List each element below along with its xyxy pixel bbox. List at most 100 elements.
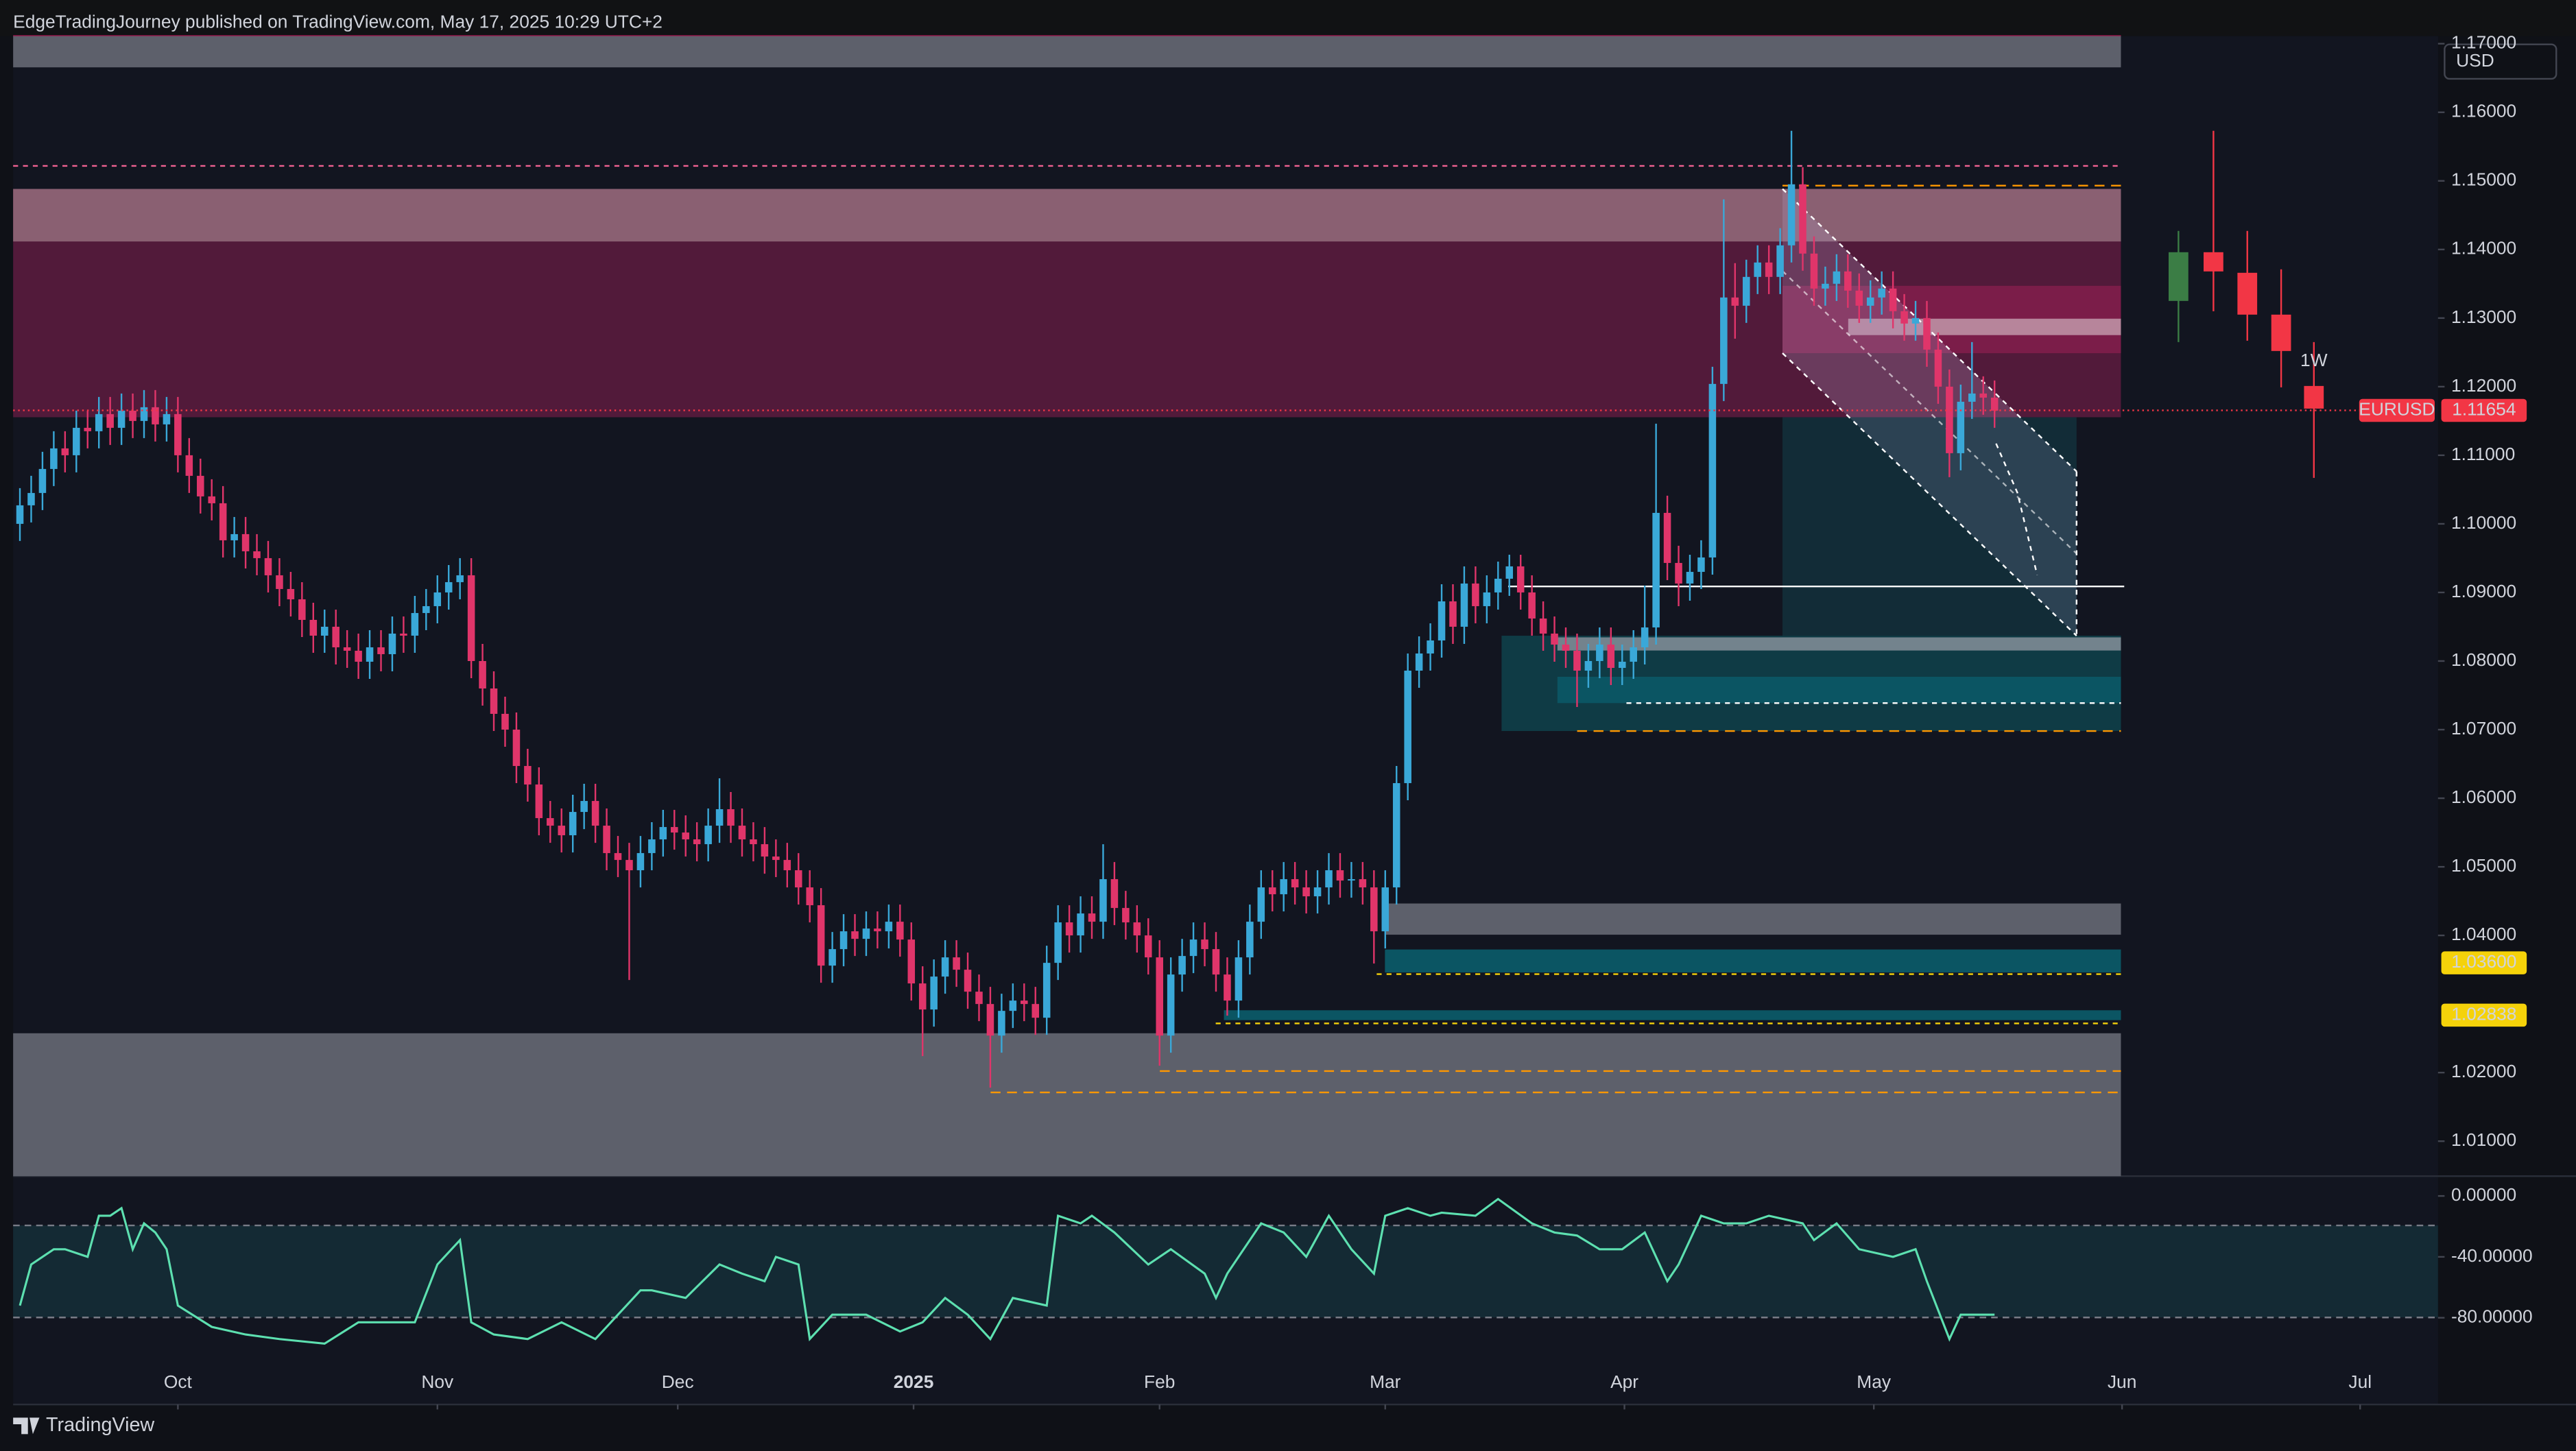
y-tick-label: 1.15000 [2451, 169, 2516, 190]
candle-body [1392, 783, 1400, 888]
candle-body [1516, 566, 1525, 592]
candle-body [1923, 317, 1931, 350]
candle-body [1088, 913, 1096, 922]
candle-body [1607, 644, 1615, 668]
candle-body [1031, 1004, 1040, 1018]
candle-body [129, 410, 136, 421]
candle-body [219, 503, 227, 540]
candle-body [828, 949, 836, 966]
candle-body [1663, 512, 1671, 563]
candle-body [456, 575, 464, 582]
candle-body [1596, 644, 1603, 661]
y-tick-label: 1.01000 [2451, 1129, 2516, 1150]
candle-body [1201, 939, 1208, 950]
candle-body [1675, 562, 1682, 584]
candle-body [287, 588, 295, 599]
candle-body [332, 626, 339, 647]
x-tick-label: Jul [2348, 1371, 2372, 1392]
candle-body [603, 826, 610, 854]
candle-body [1630, 647, 1637, 662]
candle-body [580, 801, 588, 813]
candle-body [907, 939, 916, 984]
candle-body [715, 809, 724, 826]
price-tag-label: 1.02838 [2451, 1003, 2516, 1024]
candle-body [817, 905, 825, 966]
candle-body [241, 533, 250, 551]
supply-band [13, 36, 2121, 68]
candle-body [1742, 276, 1750, 306]
candle-body [411, 612, 419, 636]
price-tag-label: 1.03600 [2451, 951, 2516, 972]
candle-body [1077, 913, 1084, 936]
candle-body [27, 492, 35, 505]
channel-edge [1782, 352, 2077, 636]
x-tick-label: Apr [1610, 1371, 1638, 1392]
candle-body [839, 931, 848, 950]
candle-body [2204, 252, 2223, 272]
candle-body [704, 826, 712, 845]
candle-body [1878, 288, 1885, 298]
channel-mid [1782, 270, 2077, 555]
candle-body [208, 496, 215, 503]
candle-body [467, 575, 475, 661]
y-tick-label: 1.11000 [2451, 444, 2515, 464]
candle-body [2271, 314, 2291, 351]
candle-body [535, 784, 543, 819]
candle-body [1291, 879, 1299, 888]
candle-body [1381, 887, 1390, 932]
candle-body [1855, 290, 1863, 306]
projection-arrow [1995, 443, 2038, 575]
candle-body [1133, 922, 1141, 936]
candle-body [1573, 650, 1581, 671]
y-tick-label: 1.08000 [2451, 649, 2516, 670]
header-bar [0, 0, 2576, 36]
candle-body [727, 809, 735, 826]
y-tick-label: 1.10000 [2451, 512, 2516, 533]
candle-body [1539, 618, 1547, 634]
candle-body [1551, 633, 1558, 645]
y-tick-label: 1.12000 [2451, 375, 2516, 396]
candle-body [671, 827, 678, 833]
symbol-tag [2359, 398, 2435, 422]
candle-body [1189, 939, 1197, 957]
candle-body [1494, 578, 1502, 592]
demand-block [1557, 676, 2121, 704]
candle-series [2169, 130, 2324, 478]
candle-body [1754, 262, 1761, 277]
candle-body [1946, 386, 1953, 453]
candle-body [885, 922, 893, 932]
last-price-label: 1.11654 [2452, 398, 2516, 419]
candle-body [444, 581, 453, 592]
teal-zone [1385, 949, 2121, 973]
candle-body [298, 599, 306, 620]
currency-box[interactable] [2444, 43, 2557, 80]
candle-body [1302, 887, 1310, 897]
candle-body [309, 619, 318, 636]
y-tick-label: 1.16000 [2451, 101, 2516, 121]
candle-body [794, 870, 802, 888]
candle-body [998, 1011, 1005, 1036]
candle-body [1990, 397, 1999, 411]
candle-body [95, 413, 103, 431]
candle-body [738, 826, 746, 840]
y-tick-label: 1.17000 [2451, 32, 2516, 53]
candle-body [1957, 401, 1965, 453]
currency-label[interactable]: USD [2456, 50, 2494, 71]
channel-lower [1782, 417, 2077, 636]
y-tick-label: -80.00000 [2451, 1306, 2533, 1327]
x-tick-label: Dec [662, 1371, 694, 1392]
candle-body [2169, 252, 2189, 301]
candle-body [1054, 922, 1062, 963]
candle-body [1449, 601, 1457, 627]
candle-body [1212, 949, 1220, 975]
candle-body [1900, 311, 1908, 324]
candle-body [1122, 908, 1130, 923]
candle-body [1235, 957, 1243, 1001]
candle-body [1472, 583, 1479, 606]
gray-zone [1385, 903, 2121, 935]
candle-body [50, 448, 58, 469]
candle-body [659, 827, 667, 840]
teal-zone [1224, 1010, 2121, 1020]
